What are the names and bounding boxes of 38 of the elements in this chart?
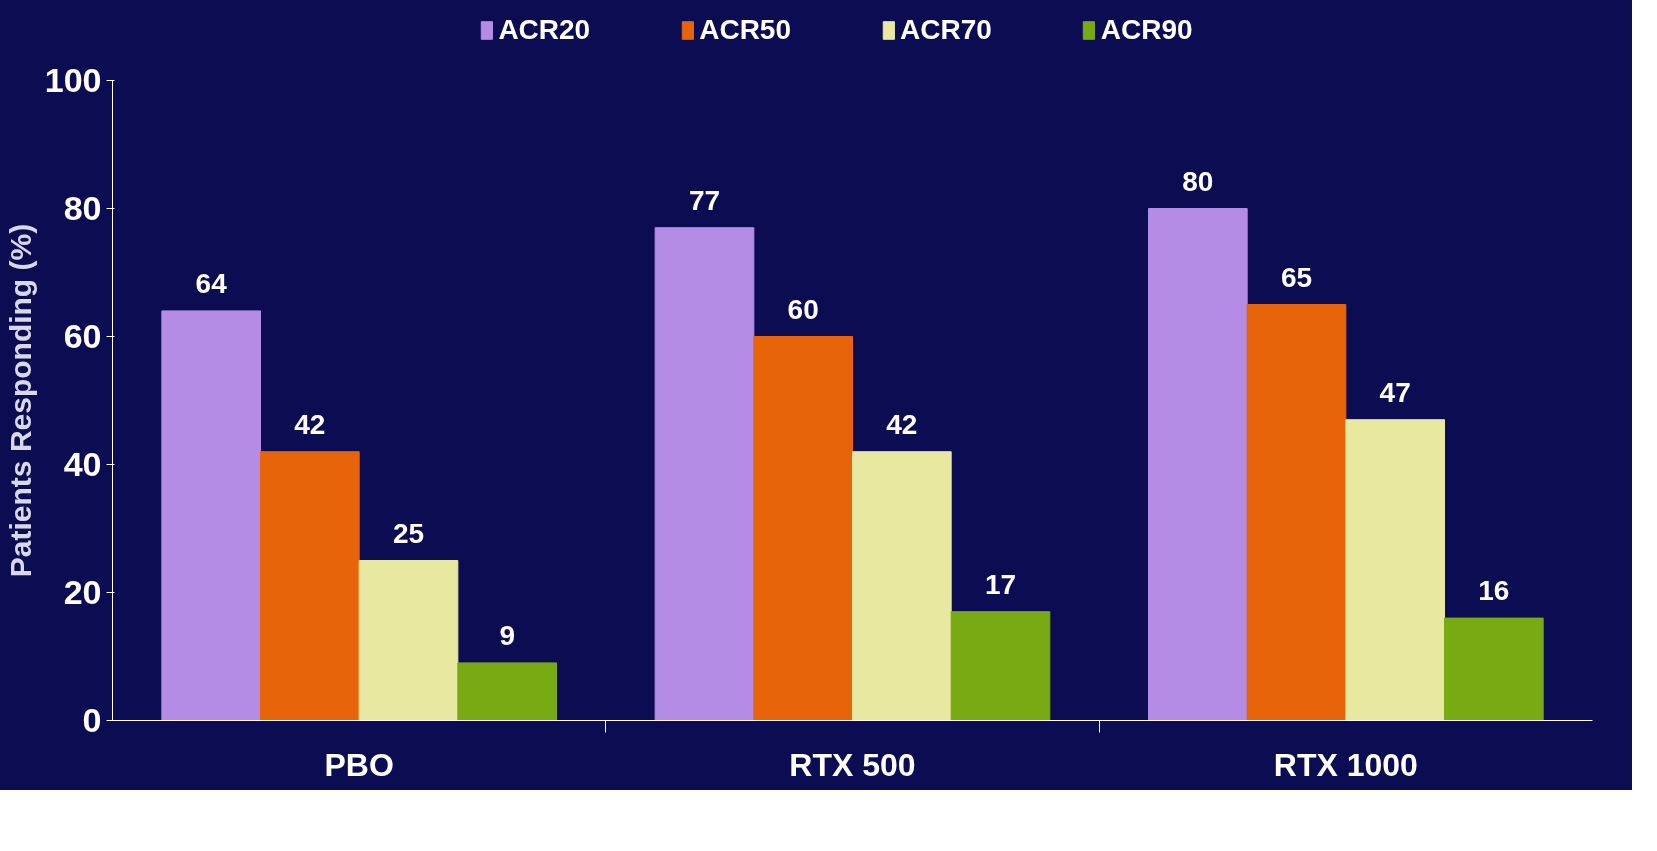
x-tick-label: RTX 1000: [1273, 746, 1418, 783]
bar: [161, 310, 261, 721]
y-tick-label: 40: [63, 445, 102, 483]
y-tick-label: 60: [63, 317, 102, 355]
data-label: 42: [886, 408, 918, 440]
data-label: 25: [392, 517, 425, 549]
data-label: 80: [1182, 165, 1214, 197]
y-tick-label: 80: [63, 189, 102, 227]
bar: [1444, 617, 1544, 721]
bar: [654, 227, 755, 721]
data-label: 64: [195, 267, 228, 299]
data-label: 77: [688, 184, 721, 216]
bar: [358, 560, 459, 721]
legend-label: ACR20: [498, 14, 591, 46]
legend-label: ACR90: [1100, 14, 1193, 46]
y-tick-label: 0: [82, 701, 102, 739]
data-label: 16: [1478, 575, 1510, 607]
bar: [1246, 304, 1347, 721]
bar: [950, 611, 1051, 721]
bar: [457, 662, 557, 721]
x-tick-label: RTX 500: [789, 746, 916, 783]
bar: [1148, 208, 1248, 721]
bar: [753, 336, 853, 721]
y-tick-label: 20: [63, 573, 102, 611]
legend-label: ACR70: [900, 14, 992, 46]
data-label: 60: [787, 293, 819, 325]
data-label: 17: [984, 568, 1017, 600]
data-label: 47: [1379, 376, 1411, 408]
y-axis-title: Patients Responding (%): [3, 223, 37, 578]
y-tick-label: 100: [44, 61, 102, 99]
data-label: 65: [1280, 261, 1313, 293]
data-label: 9: [499, 619, 515, 651]
legend-label: ACR50: [699, 14, 791, 46]
x-tick-label: PBO: [324, 746, 394, 783]
bar: [260, 451, 360, 721]
bar: [852, 451, 952, 721]
bar: [1345, 419, 1445, 721]
data-label: 42: [294, 408, 326, 440]
